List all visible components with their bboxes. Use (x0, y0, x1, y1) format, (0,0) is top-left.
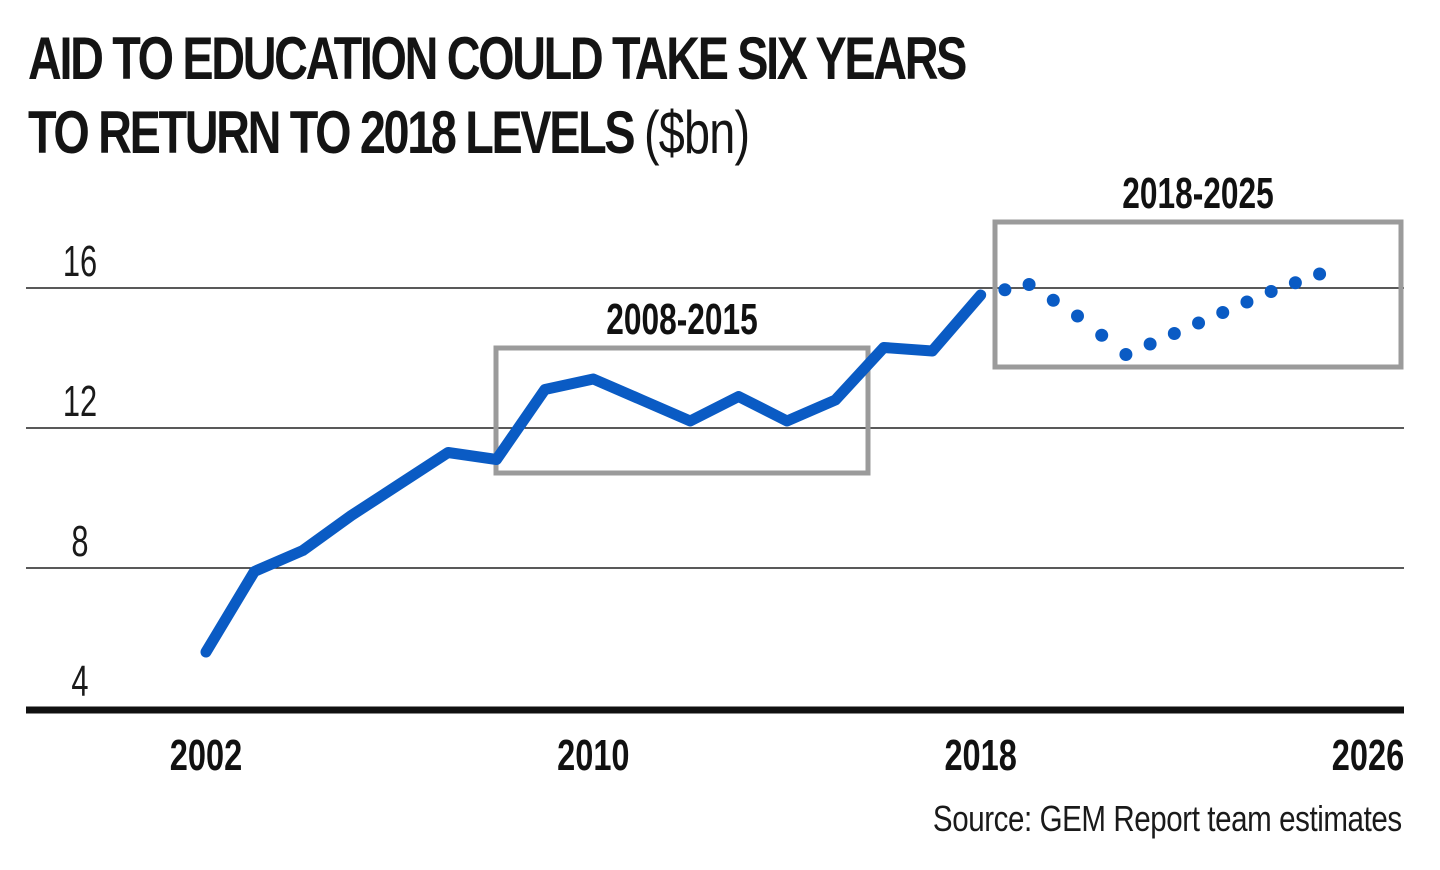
projection-dot (1143, 337, 1157, 351)
annotation-label-2008-2015: 2008-2015 (606, 295, 757, 344)
projection-dot (1046, 293, 1060, 307)
projection-dot (1095, 328, 1109, 342)
projection-dot (1022, 278, 1036, 291)
projection-dot (1264, 285, 1278, 298)
title-line-2-text: TO RETURN TO 2018 LEVELS (28, 99, 636, 166)
y-tick-label-8: 8 (71, 518, 88, 567)
series-lines (200, 267, 1327, 658)
series-line-projection (998, 267, 1327, 361)
x-tick-label-2026: 2026 (1332, 731, 1404, 780)
x-tick-label-2018: 2018 (944, 731, 1016, 780)
y-tick-label-16: 16 (63, 238, 97, 287)
projection-dot (1167, 327, 1181, 340)
annotation-box-2008-2015 (493, 345, 871, 476)
x-tick-label-2002: 2002 (170, 731, 242, 780)
title-unit: ($bn) (643, 99, 750, 166)
projection-dot (1216, 306, 1230, 319)
projection-dot (1240, 295, 1254, 309)
projection-dot (1288, 276, 1302, 290)
projection-dot (1192, 316, 1206, 330)
y-axis-ticks: 4 8 12 16 (63, 238, 97, 707)
chart-title: AID TO EDUCATION COULD TAKE SIX YEARS TO… (28, 22, 967, 170)
projection-dot (1071, 309, 1084, 323)
annotation-boxes: 2008-2015 2018-2025 (493, 169, 1404, 476)
source-note: Source: GEM Report team estimates (933, 798, 1402, 839)
y-tick-label-12: 12 (63, 378, 97, 427)
annotation-label-2018-2025: 2018-2025 (1122, 169, 1273, 218)
annotation-box-2018-2025 (992, 219, 1404, 370)
data-point-2025 (1313, 267, 1327, 281)
projection-dot (998, 283, 1012, 297)
title-line-1: AID TO EDUCATION COULD TAKE SIX YEARS (28, 25, 967, 92)
title-line-2: TO RETURN TO 2018 LEVELS ($bn) (28, 96, 964, 170)
projection-dot (1119, 348, 1133, 361)
x-tick-label-2010: 2010 (557, 731, 629, 780)
x-axis: 2002 2010 2018 2026 (26, 706, 1404, 780)
y-tick-label-4: 4 (71, 658, 88, 707)
